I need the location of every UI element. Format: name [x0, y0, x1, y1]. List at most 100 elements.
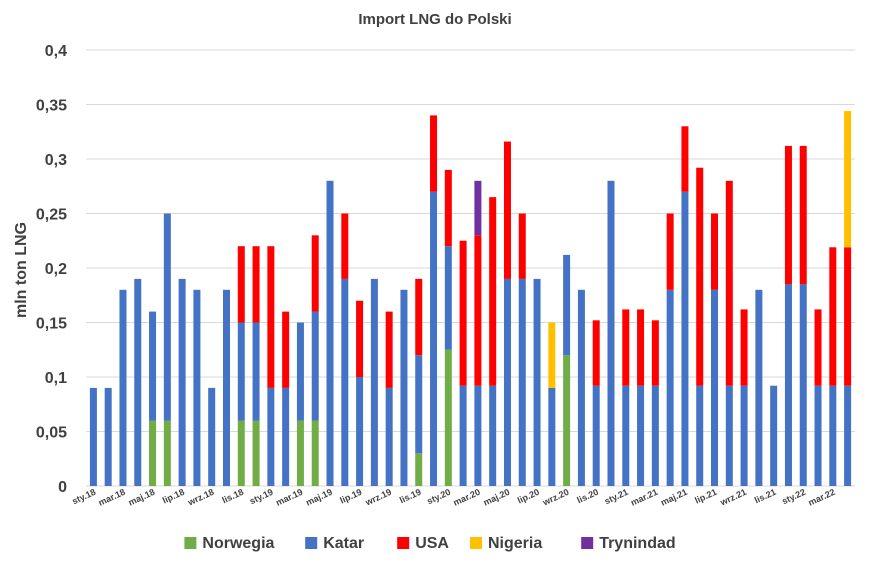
bar-segment-usa — [637, 309, 645, 386]
bar-segment-katar — [770, 385, 778, 486]
bar-segment-katar — [193, 289, 201, 486]
bar-segment-usa — [696, 167, 704, 386]
bar-segment-katar — [681, 191, 689, 486]
x-tick-label: lis.21 — [753, 487, 778, 506]
bar-segment-usa — [430, 115, 438, 192]
bar-segment-norwegia — [563, 355, 571, 486]
x-tick-label: sty.22 — [780, 487, 807, 507]
bar-segment-usa — [415, 278, 423, 356]
bar-segment-usa — [666, 213, 674, 290]
bar-segment-usa — [518, 213, 526, 279]
bar-segment-katar — [651, 385, 659, 486]
bar-segment-norwegia — [237, 420, 245, 486]
bar-segment-usa — [844, 247, 852, 386]
bar-segment-katar — [637, 385, 645, 486]
y-tick-label: 0 — [58, 479, 67, 496]
bar-segment-katar — [666, 289, 674, 486]
bar-segment-katar — [104, 387, 112, 486]
x-tick-label: wrz.20 — [540, 487, 570, 508]
x-tick-label: mar.21 — [629, 487, 659, 508]
legend-swatch-trynindad — [581, 537, 594, 549]
bar-segment-katar — [356, 377, 364, 486]
bar-segment-katar — [784, 284, 792, 486]
y-tick-label: 0,1 — [45, 370, 67, 387]
bar-segment-katar — [267, 387, 275, 486]
bar-segment-katar — [740, 385, 748, 486]
legend-label-trynindad: Trynindad — [599, 535, 675, 552]
bar-segment-katar — [592, 385, 600, 486]
x-tick-label: wrz.21 — [718, 487, 748, 508]
y-tick-label: 0,4 — [45, 43, 67, 60]
bar-segment-katar — [548, 387, 556, 486]
legend: Norwegia Katar USA Nigeria Trynindad — [184, 535, 676, 552]
bar-segment-trynindad — [474, 180, 482, 236]
x-tick-label: sty.21 — [603, 487, 630, 507]
bar-segment-katar — [533, 278, 541, 486]
y-tick-label: 0,2 — [45, 261, 67, 278]
bar-segment-usa — [681, 126, 689, 192]
bar-segment-katar — [415, 355, 423, 454]
x-tick-label: sty.20 — [425, 487, 452, 507]
x-tick-label: lis.18 — [220, 487, 245, 506]
bar-segment-katar — [237, 322, 245, 421]
y-axis-ticks: 0 0,05 0,1 0,15 0,2 0,25 0,3 0,35 0,4 — [36, 43, 67, 496]
bar-segment-norwegia — [296, 420, 304, 486]
x-tick-label: maj.18 — [127, 487, 157, 508]
y-tick-label: 0,15 — [36, 316, 67, 333]
bar-segment-usa — [356, 300, 364, 377]
bar-segment-usa — [252, 246, 260, 323]
bar-segment-katar — [725, 385, 733, 486]
bars — [89, 111, 852, 487]
bar-segment-norwegia — [444, 349, 452, 486]
bar-segment-katar — [222, 289, 230, 486]
bar-segment-katar — [607, 180, 615, 487]
bar-segment-norwegia — [252, 420, 260, 486]
x-tick-label: lis.19 — [398, 487, 423, 506]
bar-segment-usa — [799, 145, 807, 285]
bar-segment-usa — [503, 141, 511, 279]
x-tick-label: maj.20 — [482, 487, 512, 508]
y-tick-label: 0,3 — [45, 152, 67, 169]
x-tick-label: lip.18 — [161, 487, 186, 506]
x-tick-label: lip.19 — [338, 487, 363, 506]
bar-segment-katar — [563, 254, 571, 356]
bar-segment-nigeria — [548, 322, 556, 388]
x-tick-label: mar.20 — [452, 487, 482, 508]
x-tick-label: sty.18 — [70, 487, 97, 507]
x-axis-ticks: sty.18 mar.18 maj.18 lip.18 wrz.18 lis.18 sty.… — [70, 487, 836, 508]
bar-segment-katar — [208, 387, 216, 486]
bar-segment-norwegia — [415, 453, 423, 486]
x-tick-label: lis.20 — [575, 487, 600, 506]
bar-segment-katar — [119, 289, 127, 486]
bar-segment-katar — [503, 278, 511, 486]
bar-segment-katar — [829, 385, 837, 486]
bar-segment-usa — [784, 145, 792, 285]
bar-segment-usa — [725, 180, 733, 386]
x-tick-label: mar.22 — [807, 487, 837, 508]
bar-segment-katar — [696, 385, 704, 486]
bar-segment-katar — [282, 387, 290, 486]
x-tick-label: maj.21 — [659, 487, 689, 508]
bar-segment-katar — [370, 278, 378, 486]
bar-segment-nigeria — [844, 111, 852, 248]
bar-segment-usa — [829, 247, 837, 386]
legend-label-nigeria: Nigeria — [488, 535, 542, 552]
y-tick-label: 0,35 — [36, 98, 67, 115]
bar-segment-usa — [592, 320, 600, 386]
legend-swatch-katar — [305, 537, 318, 549]
bar-segment-katar — [178, 278, 186, 486]
y-tick-label: 0,25 — [36, 207, 67, 224]
bar-segment-usa — [444, 169, 452, 247]
legend-label-usa: USA — [415, 535, 449, 552]
bar-segment-norwegia — [311, 420, 319, 486]
bar-segment-katar — [430, 191, 438, 486]
bar-segment-katar — [134, 278, 142, 486]
legend-label-norwegia: Norwegia — [202, 535, 274, 552]
y-axis-label: mln ton LNG — [13, 222, 30, 318]
bar-segment-usa — [311, 235, 319, 312]
legend-swatch-nigeria — [470, 537, 482, 549]
gridlines — [86, 49, 855, 487]
legend-label-katar: Katar — [323, 535, 364, 552]
